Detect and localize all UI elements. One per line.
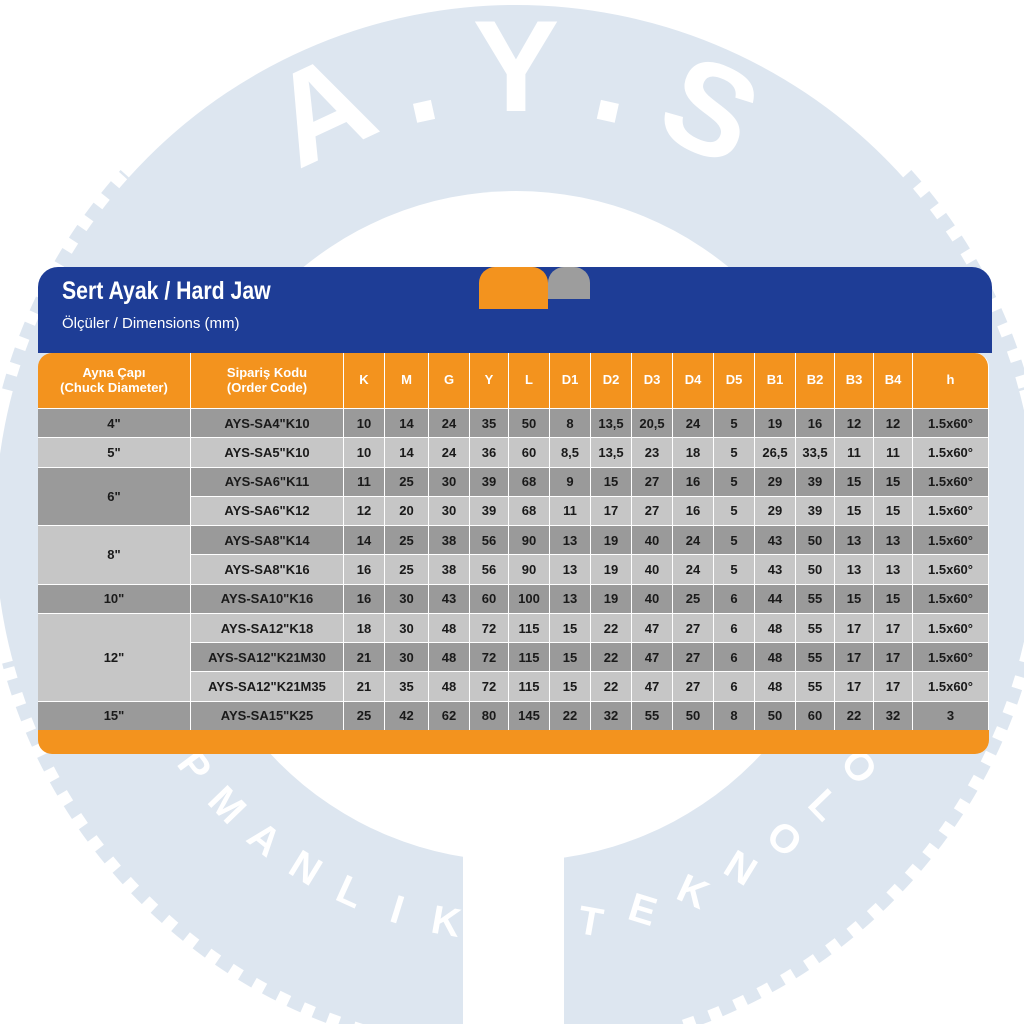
svg-text:Y: Y bbox=[473, 0, 560, 139]
